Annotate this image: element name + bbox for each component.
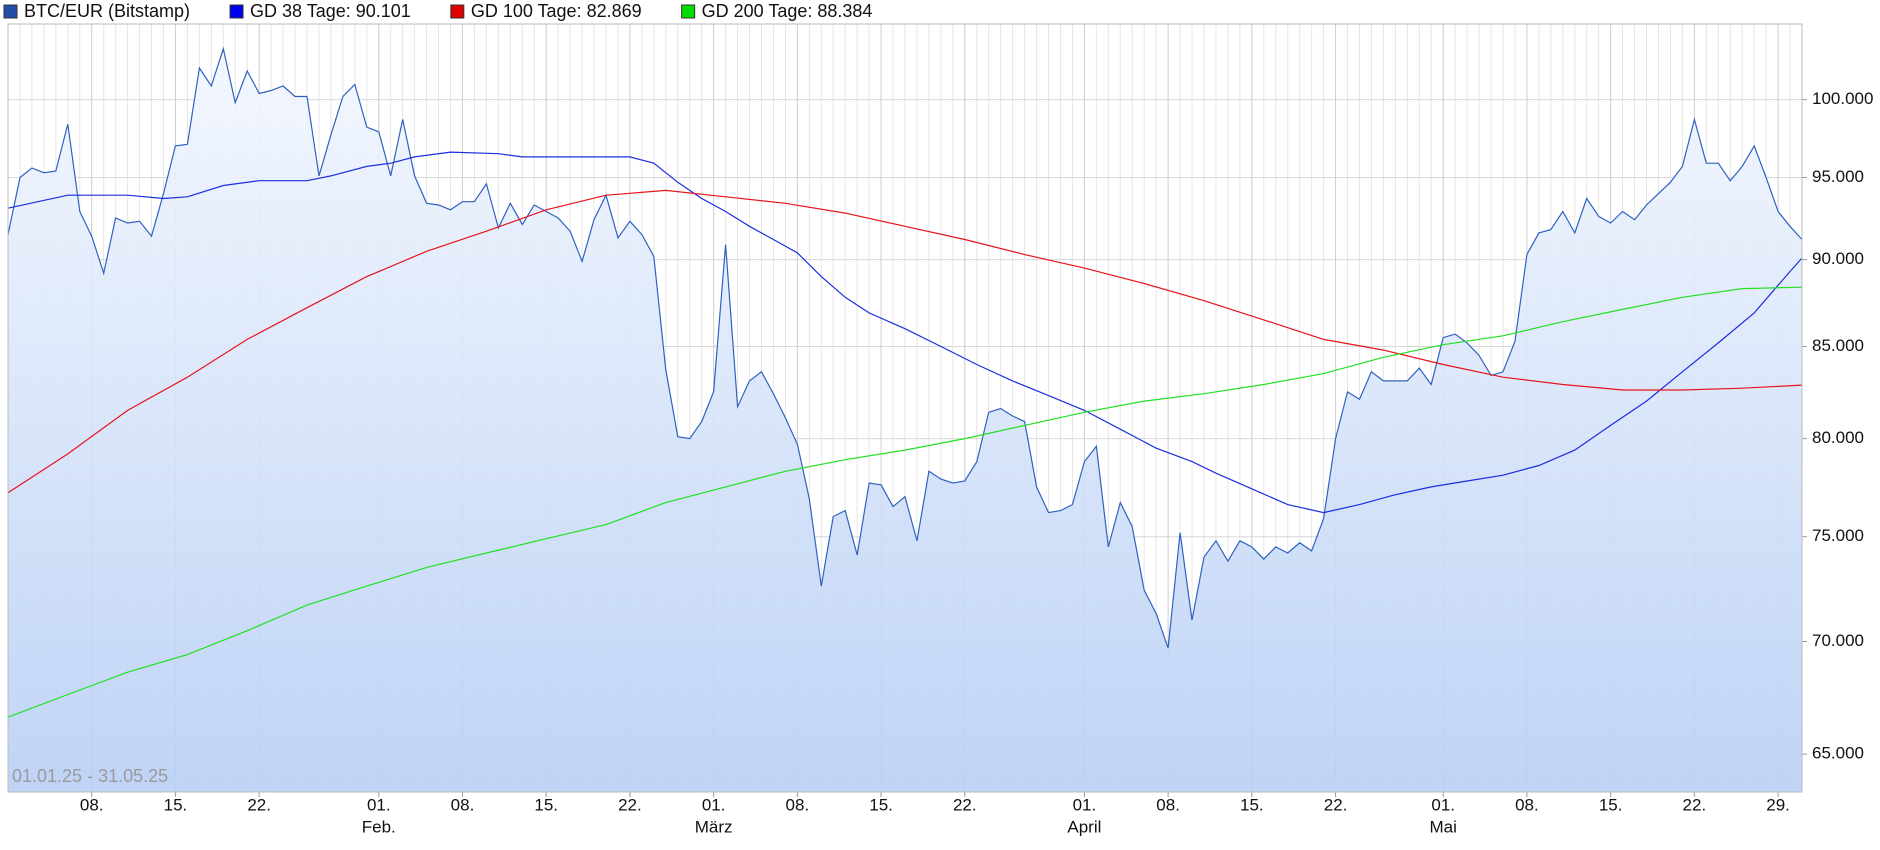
x-tick-label: 15. (534, 795, 558, 814)
x-month-label: Feb. (362, 817, 396, 836)
x-tick-label: 15. (164, 795, 188, 814)
x-tick-label: 29. (1766, 795, 1790, 814)
x-month-label: Mai (1429, 817, 1456, 836)
legend-label: BTC/EUR (Bitstamp) (24, 1, 190, 21)
x-tick-label: 15. (869, 795, 893, 814)
x-tick-label: 15. (1240, 795, 1264, 814)
area-fill (8, 48, 1802, 793)
legend-label: GD 100 Tage: 82.869 (471, 1, 642, 21)
legend-swatch (229, 4, 244, 19)
legend-swatch (3, 4, 18, 19)
x-tick-label: 08. (451, 795, 475, 814)
x-month-label: März (695, 817, 733, 836)
series-line (7, 189, 1803, 494)
x-tick-label: 22. (1683, 795, 1707, 814)
x-tick-label: 08. (1515, 795, 1539, 814)
y-tick-label: 65.000 (1812, 744, 1864, 763)
y-tick-label: 100.000 (1812, 89, 1873, 108)
x-tick-label: 01. (702, 795, 726, 814)
x-tick-label: 22. (618, 795, 642, 814)
x-tick-label: 22. (1324, 795, 1348, 814)
date-range: 01.01.25 - 31.05.25 (12, 766, 168, 786)
x-tick-label: 15. (1599, 795, 1623, 814)
y-tick-label: 85.000 (1812, 336, 1864, 355)
x-tick-label: 08. (80, 795, 104, 814)
series-line (7, 286, 1803, 718)
y-tick-label: 70.000 (1812, 631, 1864, 650)
x-tick-label: 08. (786, 795, 810, 814)
y-tick-label: 95.000 (1812, 167, 1864, 186)
x-tick-label: 01. (367, 795, 391, 814)
y-tick-label: 90.000 (1812, 249, 1864, 268)
series-line (7, 151, 1803, 514)
legend-label: GD 38 Tage: 90.101 (250, 1, 411, 21)
y-tick-label: 75.000 (1812, 526, 1864, 545)
legend: BTC/EUR (Bitstamp) GD 38 Tage: 90.101 GD 1… (3, 1, 873, 21)
y-tick-label: 80.000 (1812, 428, 1864, 447)
plot-border (7, 23, 1803, 793)
plot-area (7, 46, 1803, 793)
series-line (7, 46, 1803, 649)
axes: 65.000 70.000 75.000 80.000 85.000 90.000 95.0… (7, 23, 1873, 836)
x-tick-label: 22. (247, 795, 271, 814)
x-tick-label: 01. (1431, 795, 1455, 814)
legend-label: GD 200 Tage: 88.384 (702, 1, 873, 21)
x-tick-label: 01. (1073, 795, 1097, 814)
x-tick-label: 22. (953, 795, 977, 814)
legend-swatch (450, 4, 465, 19)
x-month-label: April (1067, 817, 1101, 836)
x-tick-label: 08. (1156, 795, 1180, 814)
legend-swatch (681, 4, 696, 19)
